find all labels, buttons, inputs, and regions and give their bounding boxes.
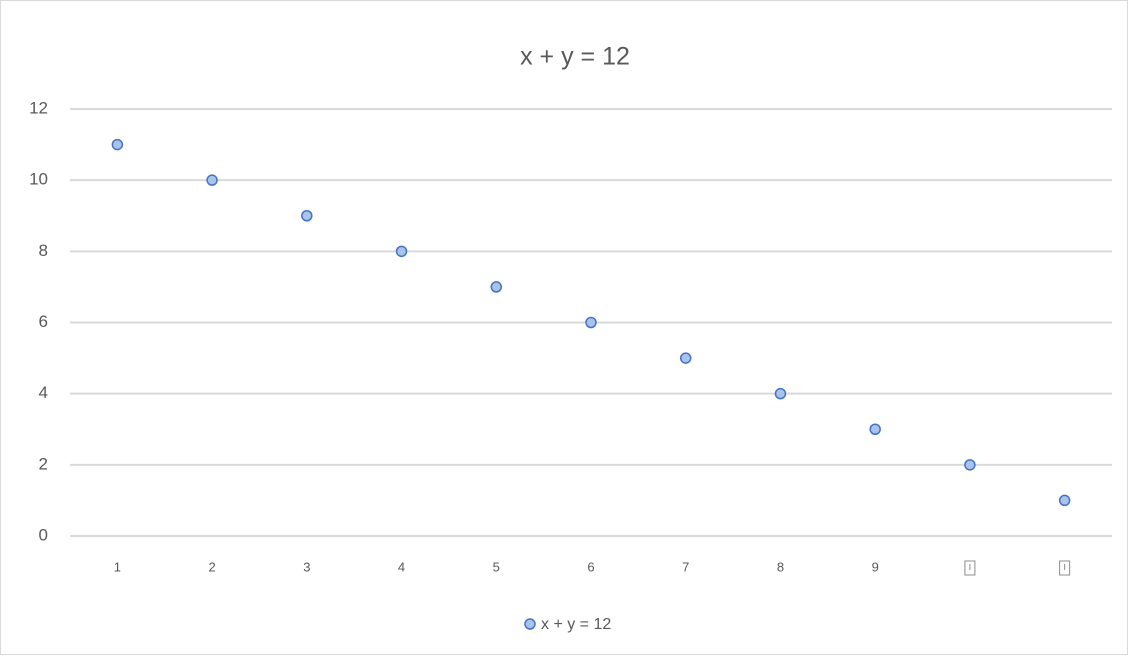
x-tick-label: 4: [398, 559, 405, 574]
y-tick-label: 4: [39, 383, 48, 402]
y-tick-label: 2: [39, 454, 48, 473]
chart-border: [1, 1, 1128, 655]
legend-label: x + y = 12: [541, 616, 611, 633]
marker: [302, 211, 312, 221]
x-tick-label: 6: [587, 559, 594, 574]
marker: [586, 318, 596, 328]
x-tick-label: 8: [777, 559, 784, 574]
chart-title: x + y = 12: [520, 43, 630, 71]
y-tick-label: 12: [29, 98, 48, 117]
x-tick-label: 7: [682, 559, 689, 574]
marker: [491, 282, 501, 292]
x-tick-label: 2: [208, 559, 215, 574]
marker: [681, 353, 691, 363]
marker: [112, 140, 122, 150]
x-tick-label: 3: [303, 559, 310, 574]
marker: [870, 424, 880, 434]
marker: [965, 460, 975, 470]
x-tick-label: 5: [493, 559, 500, 574]
y-tick-label: 6: [39, 312, 48, 331]
chart: x + y = 12 024681012123456789x + y = 12: [0, 0, 1128, 655]
marker: [397, 246, 407, 256]
x-tick-label: 9: [872, 559, 879, 574]
y-tick-label: 8: [39, 241, 48, 260]
y-tick-label: 0: [39, 525, 48, 544]
marker: [207, 175, 217, 185]
marker: [1060, 495, 1070, 505]
y-tick-label: 10: [29, 170, 48, 189]
marker: [775, 389, 785, 399]
x-tick-label: 1: [114, 559, 121, 574]
legend-marker: [525, 619, 535, 629]
